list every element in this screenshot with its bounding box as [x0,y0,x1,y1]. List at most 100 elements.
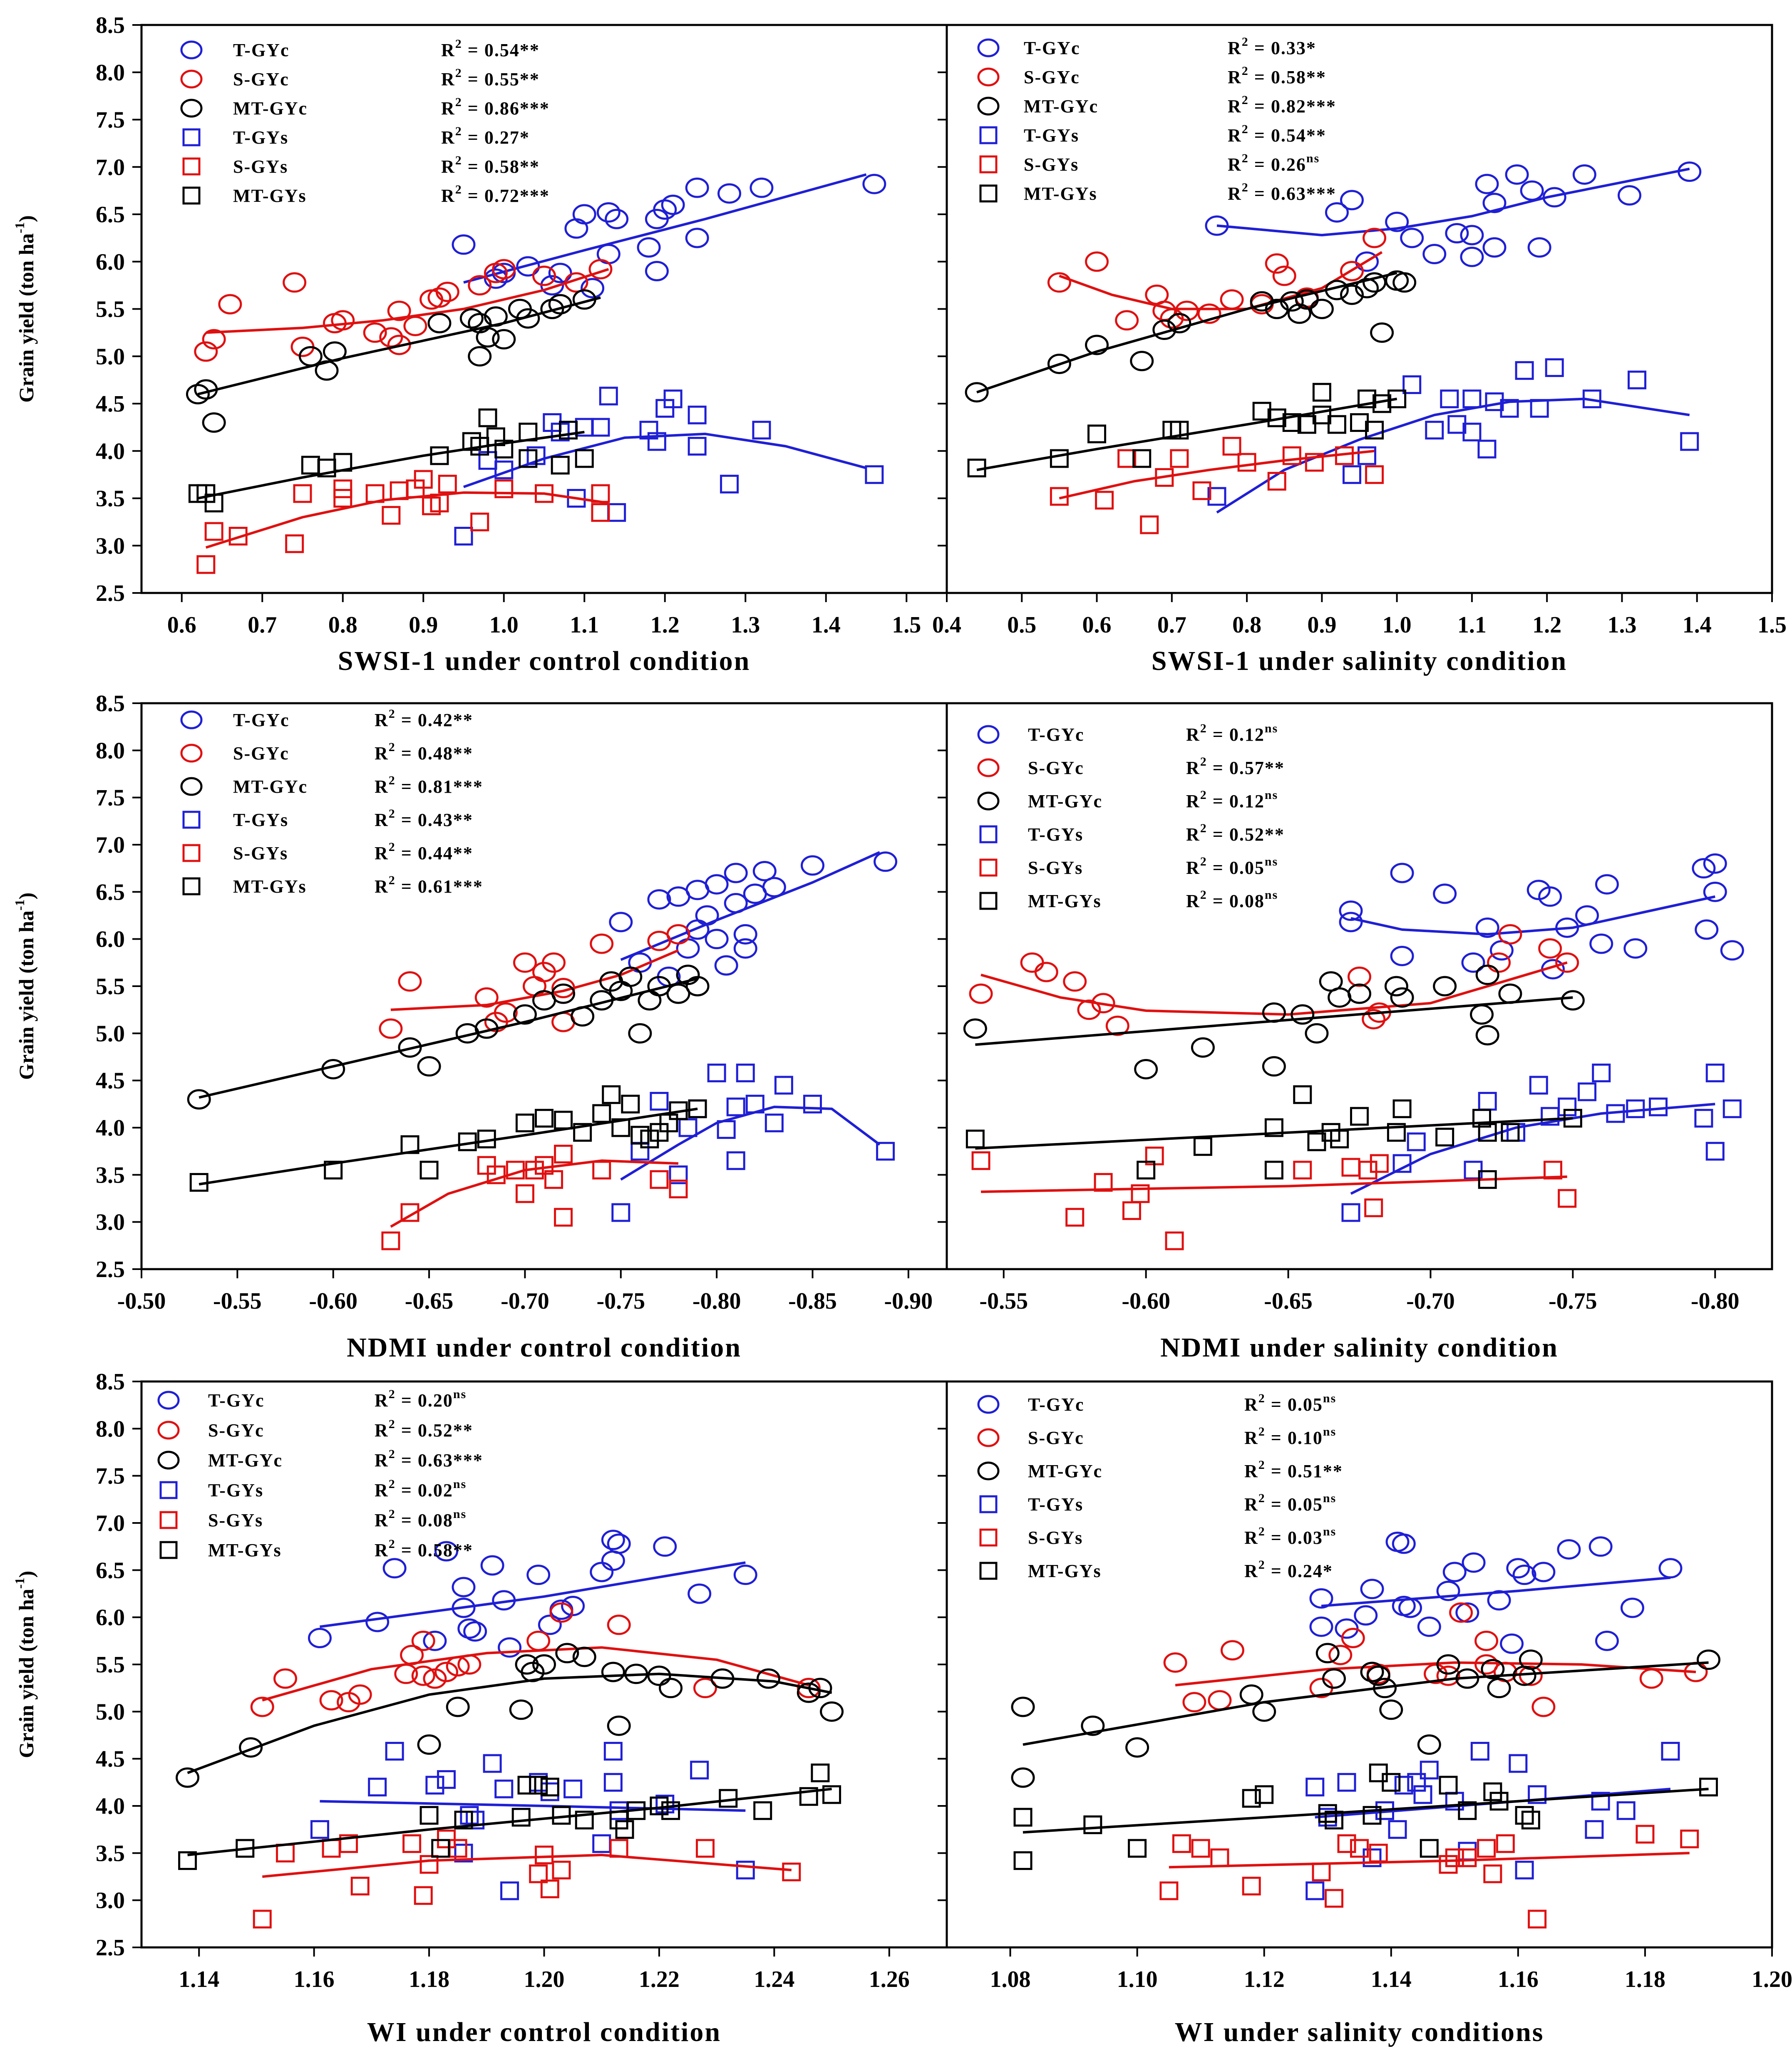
data-point [688,405,707,424]
data-point [1370,1154,1389,1173]
data-point [1117,449,1137,468]
legend-marker [182,811,201,829]
data-point [559,421,578,440]
legend-label: S-GYs [233,156,288,177]
data-point [1392,1533,1416,1554]
legend-marker [979,1528,998,1547]
legend-marker [977,97,1000,116]
data-point [1512,1565,1536,1585]
y-tick-label: 5.0 [96,344,125,370]
x-tick-label: 1.16 [1498,1967,1539,1992]
series-t-gyc [1205,161,1702,272]
legend-label: T-GYs [208,1480,263,1500]
data-point [572,1647,596,1667]
data-point [609,1810,628,1830]
legend-marker [157,1391,180,1410]
x-tick-label: 0.7 [1157,612,1186,638]
data-point [1439,1855,1458,1874]
series-s-gyc [1047,228,1387,331]
data-point [1501,1123,1520,1142]
x-tick-label: -0.55 [979,1288,1028,1314]
data-point [1462,389,1482,409]
data-point [1720,940,1744,961]
legend-marker [977,1395,1000,1414]
data-point [1262,1002,1286,1023]
data-point [1379,1699,1403,1720]
data-point [1557,1539,1581,1560]
data-point [1312,383,1331,402]
legend-label: MT-GYc [233,98,308,119]
data-point [1132,449,1152,468]
legend-label: S-GYc [233,69,289,89]
data-point [1191,1037,1215,1058]
data-point [1509,1754,1528,1773]
legend-marker [979,126,998,144]
fit-line-s-gyc [980,961,1568,1016]
legend: T-GYc R2 = 0.42** S-GYc R2 = 0.48** MT-GYc R2… [180,707,482,897]
data-point [685,976,710,997]
data-point [1506,1558,1530,1579]
fit-line-s-gyc [206,268,609,334]
data-point [1265,253,1289,274]
data-point [1696,1649,1720,1670]
legend-r2: R2 = 0.51** [1244,1458,1343,1481]
data-point [1239,1684,1263,1705]
data-point [1455,1668,1479,1689]
legend-marker [979,892,998,910]
x-tick-label: -0.85 [788,1288,837,1314]
fit-line-t-gyc [1321,1576,1671,1607]
data-point [470,436,489,456]
data-point [720,474,739,494]
legend-label: S-GYs [1028,858,1083,878]
data-point [535,1845,553,1865]
data-point [532,265,556,286]
data-point [1417,1734,1441,1755]
data-point [498,1637,522,1658]
fit-line-t-gys [1350,1103,1715,1195]
x-tick-label: 0.5 [1007,612,1036,638]
data-point [1083,1815,1102,1834]
data-point [1555,917,1579,938]
data-point [750,177,774,198]
data-point [1255,1785,1274,1804]
data-point [1020,952,1044,973]
legend-label: S-GYs [233,843,288,863]
series-s-gyc [194,259,613,362]
data-point [797,1682,821,1703]
data-point [319,1690,343,1711]
series-mt-gys [178,1763,841,1870]
data-point [1172,1834,1191,1853]
data-point [250,1696,274,1717]
fit-line-s-gys [1059,449,1375,500]
data-point [1267,408,1286,427]
y-tick-label: 8.5 [96,691,125,717]
legend-marker [180,710,203,729]
plot-area [963,853,1744,1250]
y-tick-label: 5.0 [96,1021,125,1047]
data-point [1648,1097,1668,1116]
x-tick-label: 1.3 [731,612,760,638]
data-point [1561,990,1585,1011]
data-point [454,1843,473,1863]
x-tick-label: 1.22 [639,1967,680,1992]
data-point [551,983,576,1004]
data-point [1462,1552,1486,1573]
data-point [218,294,242,315]
y-tick-label: 6.5 [96,202,125,228]
data-point [607,503,626,522]
x-tick-label: 1.14 [1371,1967,1412,1992]
data-point [387,335,411,355]
data-point [1315,1643,1340,1664]
data-point [801,855,824,876]
data-point [1297,415,1316,434]
data-point [1360,1579,1384,1600]
data-point [653,1536,677,1557]
series-t-gyc [609,851,898,987]
data-point [186,384,210,404]
legend-label: T-GYc [1028,724,1085,745]
data-point [797,1678,821,1699]
data-point [477,1156,496,1175]
data-point [1458,1842,1477,1861]
data-point [500,1881,519,1900]
data-point [650,1123,669,1142]
